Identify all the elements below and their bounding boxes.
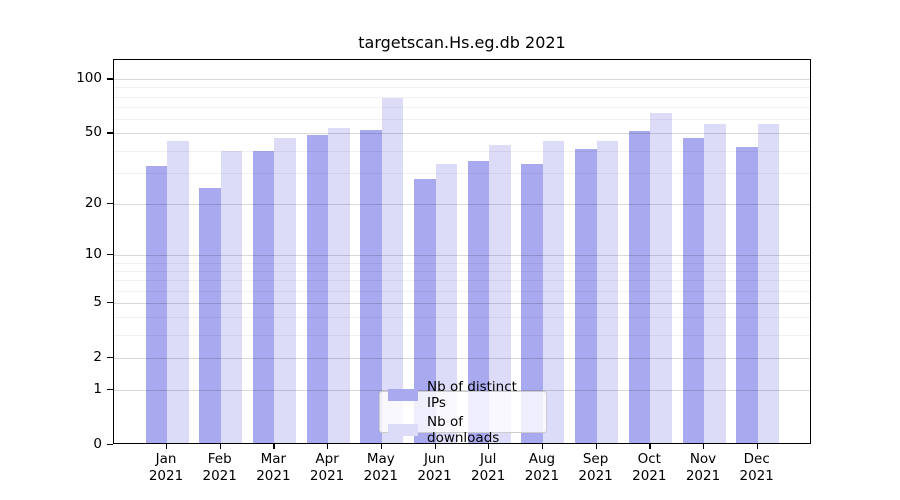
x-tick-may-2021 [380, 444, 383, 449]
bar--distinct-ips-aug-2021 [521, 163, 543, 443]
legend-swatch-distinct-ips-icon [388, 388, 418, 401]
y-tick-label-10: 10 [84, 245, 102, 262]
y-tick-label-50: 50 [84, 124, 102, 141]
gridline-8 [114, 270, 810, 272]
y-tick-50 [107, 132, 113, 134]
x-tick-label-may-2021: May 2021 [363, 451, 398, 484]
gridline-9 [114, 262, 810, 264]
y-tick-label-100: 100 [76, 70, 102, 87]
gridline-40 [114, 150, 810, 152]
gridline-5 [114, 302, 810, 304]
y-tick-1 [107, 389, 113, 391]
y-tick-2 [107, 356, 113, 359]
bar--distinct-ips-jul-2021 [467, 161, 490, 443]
y-tick-100 [107, 78, 113, 80]
x-tick-label-jun-2021: Jun 2021 [417, 451, 452, 484]
x-tick-label-aug-2021: Aug 2021 [524, 451, 560, 484]
bar--distinct-ips-apr-2021 [306, 134, 329, 443]
gridline-50 [114, 133, 810, 135]
gridline-4 [114, 317, 810, 319]
y-tick-label-0: 0 [93, 436, 102, 452]
bar--distinct-ips-feb-2021 [199, 187, 221, 443]
x-tick-sep-2021 [595, 444, 597, 449]
x-tick-apr-2021 [327, 444, 329, 449]
legend-label-downloads: Nb of downloads [427, 413, 500, 446]
bar--downloads-oct-2021 [650, 113, 672, 443]
bar--downloads-jan-2021 [167, 141, 189, 443]
legend-label-distinct-ips: Nb of distinct IPs [427, 378, 517, 411]
bar--downloads-apr-2021 [328, 128, 350, 443]
x-tick-label-jul-2021: Jul 2021 [471, 451, 506, 484]
gridline-100 [114, 79, 810, 81]
bar--downloads-jul-2021 [489, 144, 511, 443]
x-tick-label-jan-2021: Jan 2021 [148, 451, 184, 484]
gridline-1 [114, 390, 810, 392]
x-tick-dec-2021 [756, 444, 758, 449]
y-tick-label-5: 5 [93, 293, 102, 310]
plot-area [113, 59, 811, 444]
x-tick-feb-2021 [219, 444, 221, 449]
x-tick-mar-2021 [273, 444, 275, 449]
x-tick-label-mar-2021: Mar 2021 [256, 451, 291, 484]
gridline-60 [114, 119, 810, 121]
bar--distinct-ips-may-2021 [360, 129, 382, 443]
gridline-70 [114, 107, 810, 109]
y-tick-0 [107, 444, 113, 446]
bar--distinct-ips-oct-2021 [628, 131, 651, 443]
x-tick-aug-2021 [541, 444, 544, 449]
y-tick-label-1: 1 [93, 381, 102, 398]
bar--downloads-nov-2021 [704, 123, 726, 443]
legend-swatch-downloads-icon [388, 423, 418, 436]
gridline-6 [114, 290, 810, 292]
x-tick-oct-2021 [649, 444, 651, 449]
y-tick-label-20: 20 [84, 194, 102, 211]
y-tick-5 [107, 301, 113, 304]
gridline-7 [114, 280, 810, 282]
x-tick-jul-2021 [488, 444, 490, 449]
bar--downloads-may-2021 [381, 97, 404, 443]
gridline-20 [114, 203, 810, 205]
bar--distinct-ips-nov-2021 [682, 137, 704, 443]
y-tick-label-2: 2 [93, 348, 102, 365]
bar--distinct-ips-jan-2021 [145, 165, 167, 443]
bar--downloads-mar-2021 [274, 137, 296, 443]
bar--distinct-ips-jun-2021 [414, 178, 436, 443]
gridline-10 [114, 254, 810, 256]
gridline-2 [114, 357, 810, 359]
x-tick-label-sep-2021: Sep 2021 [578, 451, 613, 484]
bar--downloads-sep-2021 [596, 141, 619, 443]
gridline-80 [114, 96, 810, 98]
y-tick-10 [107, 253, 113, 256]
chart-title: targetscan.Hs.eg.db 2021 [358, 33, 566, 52]
x-tick-label-nov-2021: Nov 2021 [685, 451, 721, 484]
x-tick-jan-2021 [166, 444, 168, 449]
x-tick-label-dec-2021: Dec 2021 [739, 451, 774, 484]
bar--distinct-ips-dec-2021 [736, 146, 758, 443]
bar--downloads-dec-2021 [757, 123, 780, 443]
bar--downloads-aug-2021 [542, 141, 565, 443]
x-tick-label-oct-2021: Oct 2021 [632, 451, 667, 484]
chart-legend: Nb of distinct IPs Nb of downloads [379, 379, 547, 446]
bar--distinct-ips-mar-2021 [252, 150, 275, 443]
legend-item-downloads: Nb of downloads [388, 414, 538, 446]
gridline-90 [114, 87, 810, 89]
gridline-3 [114, 335, 810, 337]
x-tick-jun-2021 [434, 444, 436, 449]
legend-item-distinct-ips: Nb of distinct IPs [388, 379, 538, 411]
bar--downloads-feb-2021 [220, 150, 243, 443]
y-tick-20 [107, 202, 113, 204]
bar--downloads-jun-2021 [435, 163, 457, 443]
x-tick-label-feb-2021: Feb 2021 [202, 451, 237, 484]
gridline-30 [114, 172, 810, 174]
bar--distinct-ips-sep-2021 [575, 148, 597, 443]
x-tick-nov-2021 [703, 444, 705, 449]
x-tick-label-apr-2021: Apr 2021 [309, 451, 345, 484]
